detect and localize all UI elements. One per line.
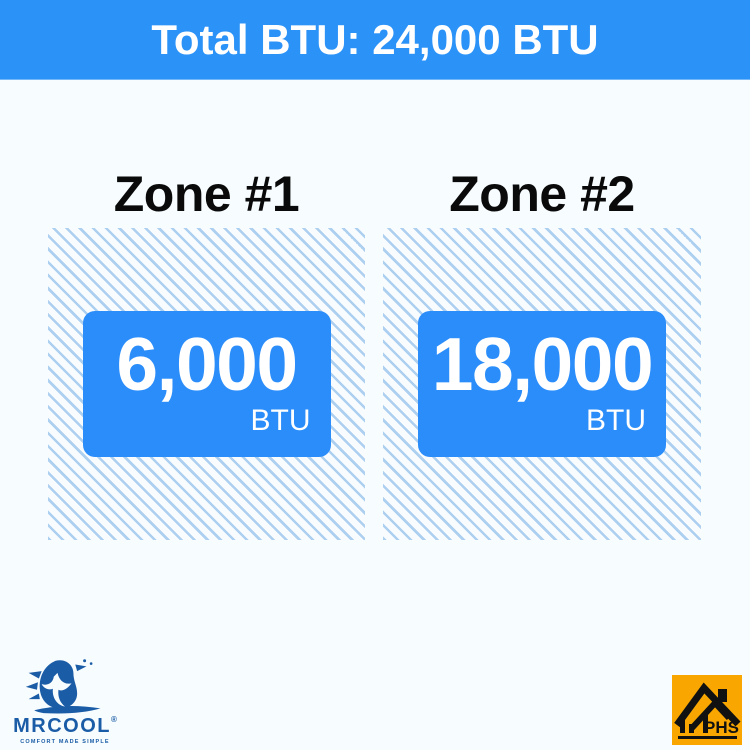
phs-label: PHS <box>704 718 739 737</box>
zone-1-btu-card: 6,000 BTU <box>82 311 331 457</box>
mrcool-logo: MRCOOL® COMFORT MADE SIMPLE <box>12 658 118 745</box>
mrcool-tagline: COMFORT MADE SIMPLE <box>20 739 110 745</box>
zone-2-btu-unit: BTU <box>586 404 646 437</box>
phs-house-icon <box>674 682 741 739</box>
mrcool-brand-text: MRCOOL <box>13 715 111 737</box>
zone-1-btu-unit: BTU <box>250 404 311 437</box>
phs-logo: PHS <box>672 675 742 745</box>
zone-1-btu-value: 6,000 <box>116 322 298 406</box>
zone-1-section: Zone #1 6,000 BTU <box>48 160 365 540</box>
registered-trademark-symbol: ® <box>110 715 117 724</box>
mrcool-brand: MRCOOL® <box>12 715 118 737</box>
total-btu-banner: Total BTU: 24,000 BTU <box>0 0 750 80</box>
zone-2-title: Zone #2 <box>449 166 635 222</box>
zone-2-btu-value: 18,000 <box>431 322 654 406</box>
zone-1-title: Zone #1 <box>113 166 300 222</box>
zone-2-hatched-panel: 18,000 BTU <box>383 228 701 540</box>
banner-title: Total BTU: 24,000 BTU <box>151 15 599 63</box>
zone-2-section: Zone #2 18,000 BTU <box>383 160 701 540</box>
zone-1-hatched-panel: 6,000 BTU <box>48 228 365 540</box>
mrcool-penguin-icon <box>25 659 101 714</box>
zone-2-btu-card: 18,000 BTU <box>418 311 666 457</box>
